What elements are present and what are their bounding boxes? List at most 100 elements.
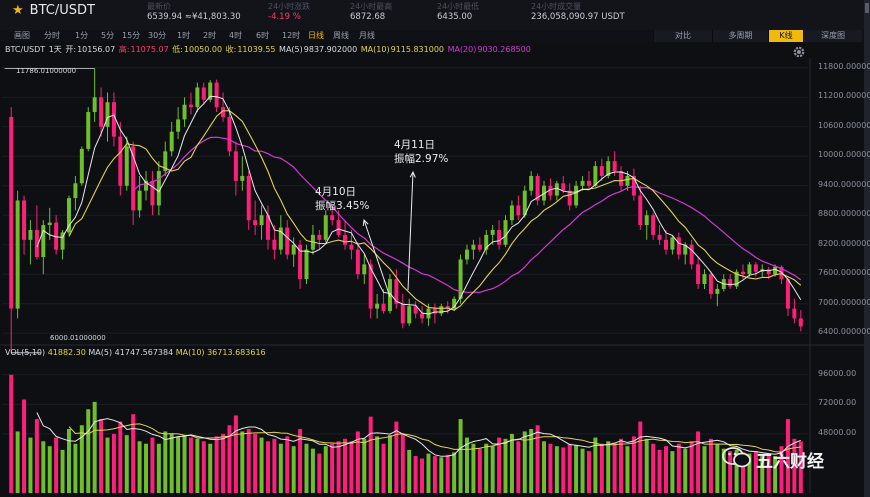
volume-bar bbox=[471, 443, 476, 493]
candle-body bbox=[484, 234, 489, 250]
candle-body bbox=[509, 205, 514, 221]
legend-ma5-label: MA(5) bbox=[279, 45, 303, 54]
vol-ma10-line bbox=[68, 423, 801, 453]
volume-bar bbox=[413, 456, 418, 493]
candle-body bbox=[792, 308, 797, 319]
volume-bar bbox=[400, 433, 405, 493]
scrollbar[interactable] bbox=[864, 0, 870, 497]
candle-body bbox=[253, 220, 258, 226]
candle-body bbox=[60, 232, 65, 250]
interval-tab[interactable]: 15分 bbox=[122, 31, 141, 40]
watermark: 五六财经 bbox=[722, 446, 848, 472]
candle-body bbox=[432, 308, 437, 314]
candle-body bbox=[137, 190, 142, 211]
view-tab[interactable]: K线 bbox=[768, 30, 803, 42]
max-price-mark: 11786.01000000 bbox=[16, 67, 77, 75]
price-tick-label: 11200.000000 bbox=[818, 91, 870, 101]
volume-bar bbox=[240, 431, 245, 493]
interval-tab[interactable]: 12时 bbox=[282, 31, 301, 40]
volume-bar bbox=[426, 453, 431, 493]
interval-tab[interactable]: 1分 bbox=[75, 31, 89, 40]
candle-body bbox=[208, 82, 213, 100]
interval-tab[interactable]: 4时 bbox=[229, 31, 243, 40]
volume-bar bbox=[779, 446, 784, 493]
volume-bar bbox=[708, 438, 713, 493]
candle-body bbox=[741, 271, 746, 275]
candle-body bbox=[612, 161, 617, 172]
interval-tab[interactable]: 5分 bbox=[101, 31, 115, 40]
candle-body bbox=[548, 185, 553, 196]
candle-body bbox=[92, 97, 97, 113]
candle-body bbox=[708, 274, 713, 294]
interval-tab[interactable]: 日线 bbox=[308, 31, 324, 40]
interval-tab[interactable]: 30分 bbox=[148, 31, 167, 40]
favorite-star-icon[interactable]: ★ bbox=[12, 3, 24, 18]
interval-tab[interactable]: 2时 bbox=[203, 31, 217, 40]
price-tick-label: 8200.000000 bbox=[818, 238, 870, 248]
view-tab[interactable]: 多周期 bbox=[712, 30, 768, 42]
volume-bar bbox=[60, 449, 65, 493]
volume-bar bbox=[580, 448, 585, 493]
volume-bar bbox=[792, 438, 797, 493]
wechat-logo-icon bbox=[722, 447, 751, 468]
volume-bar bbox=[176, 436, 181, 493]
volume-bar bbox=[464, 437, 469, 493]
candle-body bbox=[182, 104, 187, 120]
watermark-text: 五六财经 bbox=[756, 452, 824, 472]
candle-body bbox=[477, 244, 482, 250]
annotation-apr10-arrow-head bbox=[362, 218, 369, 227]
candle-body bbox=[599, 166, 604, 176]
candle-body bbox=[343, 234, 348, 245]
volume-bar bbox=[66, 428, 71, 493]
volume-bar bbox=[676, 443, 681, 493]
header-stat-label: 24小时成交量 bbox=[531, 2, 582, 11]
candle-body bbox=[413, 306, 418, 314]
candle-body bbox=[728, 279, 733, 287]
candle-body bbox=[420, 313, 425, 319]
symbol-title[interactable]: ★ BTC/USDT bbox=[12, 3, 95, 18]
vol-ma10-label: MA(10) bbox=[175, 348, 205, 357]
candle-body bbox=[291, 244, 296, 255]
candle-body bbox=[246, 175, 251, 221]
vol-ma5-label: MA(5) bbox=[88, 348, 113, 357]
candle-body bbox=[715, 288, 720, 294]
header-stat-label: 24小时涨跌 bbox=[268, 2, 311, 11]
header-stat-value: 236,058,090.97 USDT bbox=[531, 12, 625, 22]
volume-bar bbox=[554, 446, 559, 493]
interval-tab[interactable]: 6时 bbox=[256, 31, 270, 40]
candle-body bbox=[529, 175, 534, 191]
candle-body bbox=[625, 175, 630, 186]
legend-open-label: 开: bbox=[65, 45, 77, 54]
volume-bar bbox=[156, 443, 161, 493]
view-tab[interactable]: 深度图 bbox=[803, 30, 862, 42]
settings-gear-icon[interactable] bbox=[792, 45, 806, 59]
volume-bar bbox=[702, 446, 707, 493]
interval-tab[interactable]: 周线 bbox=[333, 31, 349, 40]
candle-body bbox=[265, 215, 270, 240]
interval-tab[interactable]: 月线 bbox=[359, 31, 375, 40]
candle-body bbox=[574, 185, 579, 206]
interval-toolbar bbox=[0, 30, 864, 42]
volume-bar bbox=[272, 438, 277, 493]
candle-body bbox=[150, 180, 155, 206]
candle-body bbox=[111, 102, 116, 137]
candle-body bbox=[99, 97, 104, 127]
interval-tab[interactable]: 1时 bbox=[177, 31, 191, 40]
legend-ma5: 9837.902000 bbox=[303, 45, 358, 54]
candle-body bbox=[298, 244, 303, 280]
view-tab[interactable]: 对比 bbox=[653, 30, 712, 42]
price-tick-label: 7000.000000 bbox=[818, 297, 870, 307]
candle-body bbox=[753, 264, 758, 272]
volume-bar bbox=[291, 446, 296, 493]
header-stat: 24小时最高 6872.68 bbox=[350, 1, 392, 23]
interval-tab[interactable]: 分时 bbox=[44, 31, 60, 40]
volume-bar bbox=[298, 428, 303, 493]
volume-bar bbox=[246, 428, 251, 493]
volume-bar bbox=[631, 436, 636, 493]
volume-bar bbox=[227, 425, 232, 493]
volume-bar bbox=[375, 436, 380, 493]
draw-tool-tab[interactable]: 画图 bbox=[14, 31, 30, 40]
price-tick-label: 10000.000000 bbox=[818, 150, 870, 160]
scrollbar-thumb[interactable] bbox=[865, 3, 869, 13]
